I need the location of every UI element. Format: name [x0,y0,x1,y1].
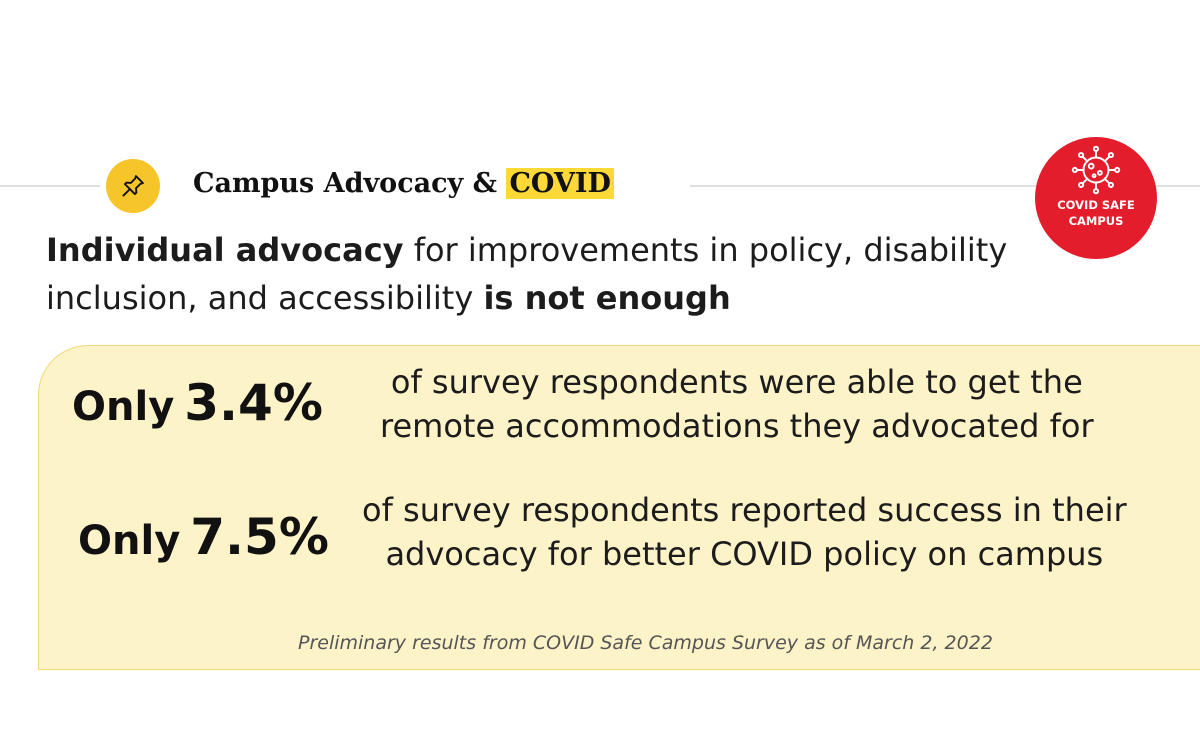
section-title: Campus Advocacy & COVID [193,164,614,204]
virus-icon [1071,145,1121,195]
headline-middle: for improvements in policy, disability i… [46,231,1008,317]
stat-2-line1: of survey respondents reported success i… [362,491,1127,529]
stat-2-value: 7.5% [190,508,329,566]
headline: Individual advocacy for improvements in … [46,226,1046,322]
pin-badge [106,159,160,213]
pushpin-icon [122,175,144,197]
logo-text-line2: CAMPUS [1068,214,1124,228]
stat-1-line2: remote accommodations they advocated for [380,407,1094,445]
header-divider-left [0,185,100,187]
stat-1-description: of survey respondents were able to get t… [380,360,1094,448]
section-title-prefix: Campus Advocacy & [193,168,498,199]
headline-bold-end: is not enough [483,279,731,317]
header-divider-right [690,185,1200,187]
stat-2-figure: Only 7.5% [78,508,329,566]
headline-bold-start: Individual advocacy [46,231,404,269]
stats-card [38,345,1200,670]
stat-1-value: 3.4% [184,374,323,432]
stat-1-line1: of survey respondents were able to get t… [390,363,1083,401]
stat-2-only: Only [78,518,181,564]
logo-text: COVID SAFE CAMPUS [1057,197,1135,229]
stat-1-only: Only [72,384,175,430]
covid-safe-campus-logo: COVID SAFE CAMPUS [1035,137,1157,259]
source-footnote: Preliminary results from COVID Safe Camp… [298,632,993,654]
stat-2-description: of survey respondents reported success i… [362,488,1127,576]
stat-1-figure: Only 3.4% [72,374,323,432]
section-title-highlight: COVID [506,168,614,199]
logo-text-line1: COVID SAFE [1057,198,1135,212]
stat-2-line2: advocacy for better COVID policy on camp… [385,535,1104,573]
